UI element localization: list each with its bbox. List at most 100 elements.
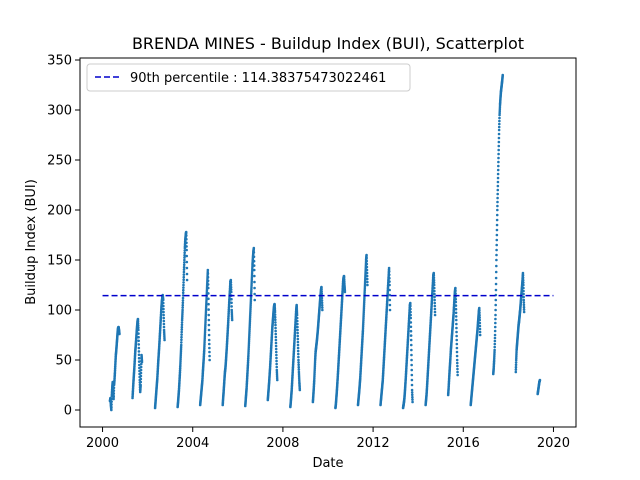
- data-point: [494, 276, 498, 280]
- data-point: [496, 180, 500, 184]
- data-point: [455, 350, 459, 354]
- data-point: [183, 253, 186, 257]
- data-point: [204, 308, 208, 312]
- data-point: [139, 380, 143, 384]
- data-point: [320, 287, 323, 291]
- data-point: [250, 277, 254, 281]
- data-point: [454, 307, 458, 311]
- data-point: [205, 288, 209, 292]
- data-point: [137, 356, 141, 360]
- data-point: [409, 325, 413, 329]
- data-point: [493, 354, 496, 358]
- data-point: [297, 376, 301, 380]
- data-point: [432, 271, 436, 275]
- data-point: [478, 309, 481, 312]
- data-point: [252, 268, 256, 272]
- data-point: [454, 311, 458, 315]
- data-point: [408, 301, 412, 305]
- data-point: [206, 286, 210, 290]
- data-point: [139, 377, 143, 381]
- data-point: [409, 316, 413, 320]
- data-point: [388, 303, 392, 307]
- data-point: [409, 338, 413, 342]
- data-point: [296, 349, 300, 353]
- data-point: [363, 288, 367, 292]
- data-point: [274, 350, 278, 354]
- data-point: [432, 281, 436, 284]
- data-point: [180, 333, 183, 336]
- data-point: [522, 305, 526, 309]
- data-point: [112, 394, 115, 398]
- data-point: [253, 292, 256, 296]
- data-point: [250, 271, 254, 275]
- data-point: [363, 296, 366, 300]
- data-point: [296, 328, 299, 332]
- data-point: [248, 325, 251, 329]
- data-point: [297, 378, 301, 382]
- data-point: [182, 270, 186, 274]
- data-point: [477, 306, 481, 310]
- y-axis: 0 50 100 150 200 250 300 350: [47, 54, 80, 419]
- data-point: [249, 307, 252, 311]
- data-point: [206, 268, 210, 272]
- data-point: [230, 305, 233, 308]
- data-point: [498, 119, 501, 123]
- data-point: [179, 361, 182, 365]
- data-point: [275, 353, 278, 357]
- data-point: [363, 284, 367, 288]
- data-point: [363, 282, 367, 286]
- data-point: [252, 246, 256, 250]
- data-point: [364, 274, 367, 278]
- data-point: [295, 313, 299, 317]
- data-point: [137, 360, 141, 363]
- data-point: [455, 354, 459, 358]
- data-point: [454, 315, 458, 318]
- data-point: [139, 368, 143, 372]
- data-point: [495, 228, 499, 232]
- data-point: [208, 350, 211, 354]
- y-tick-label: 350: [47, 54, 72, 69]
- data-point: [250, 269, 254, 273]
- data-point: [179, 357, 182, 361]
- data-point: [296, 340, 300, 344]
- data-point: [250, 281, 253, 285]
- data-point: [274, 347, 278, 351]
- data-point: [230, 310, 234, 314]
- data-point: [432, 286, 436, 290]
- data-point: [230, 301, 233, 305]
- data-point: [521, 281, 525, 284]
- data-point: [139, 371, 143, 375]
- data-point: [493, 342, 497, 346]
- data-point: [363, 292, 366, 296]
- data-point: [514, 363, 518, 367]
- data-point: [179, 363, 182, 367]
- data-point: [207, 338, 211, 342]
- data-point: [203, 332, 207, 336]
- data-point: [411, 400, 414, 404]
- data-point: [320, 290, 323, 293]
- x-axis: 2000 2004 2008 2012 2016 2020: [86, 427, 570, 451]
- data-point: [478, 324, 482, 328]
- data-point: [162, 310, 165, 314]
- data-point: [497, 136, 501, 140]
- data-point: [410, 393, 414, 397]
- data-point: [410, 391, 414, 394]
- legend: 90th percentile : 114.38375473022461: [86, 63, 411, 92]
- data-point: [185, 245, 188, 248]
- data-point: [180, 316, 184, 320]
- data-point: [162, 307, 165, 311]
- data-point: [496, 196, 499, 200]
- data-point: [139, 374, 143, 378]
- data-point: [493, 329, 497, 333]
- data-point: [497, 152, 500, 156]
- data-point: [163, 338, 166, 342]
- data-point: [432, 278, 436, 282]
- data-point: [137, 332, 140, 335]
- data-point: [247, 347, 250, 351]
- data-point: [297, 355, 300, 359]
- data-point: [410, 373, 414, 377]
- x-axis-title: Date: [312, 456, 343, 471]
- data-point: [184, 234, 188, 237]
- data-point: [203, 342, 206, 346]
- data-point: [297, 374, 301, 378]
